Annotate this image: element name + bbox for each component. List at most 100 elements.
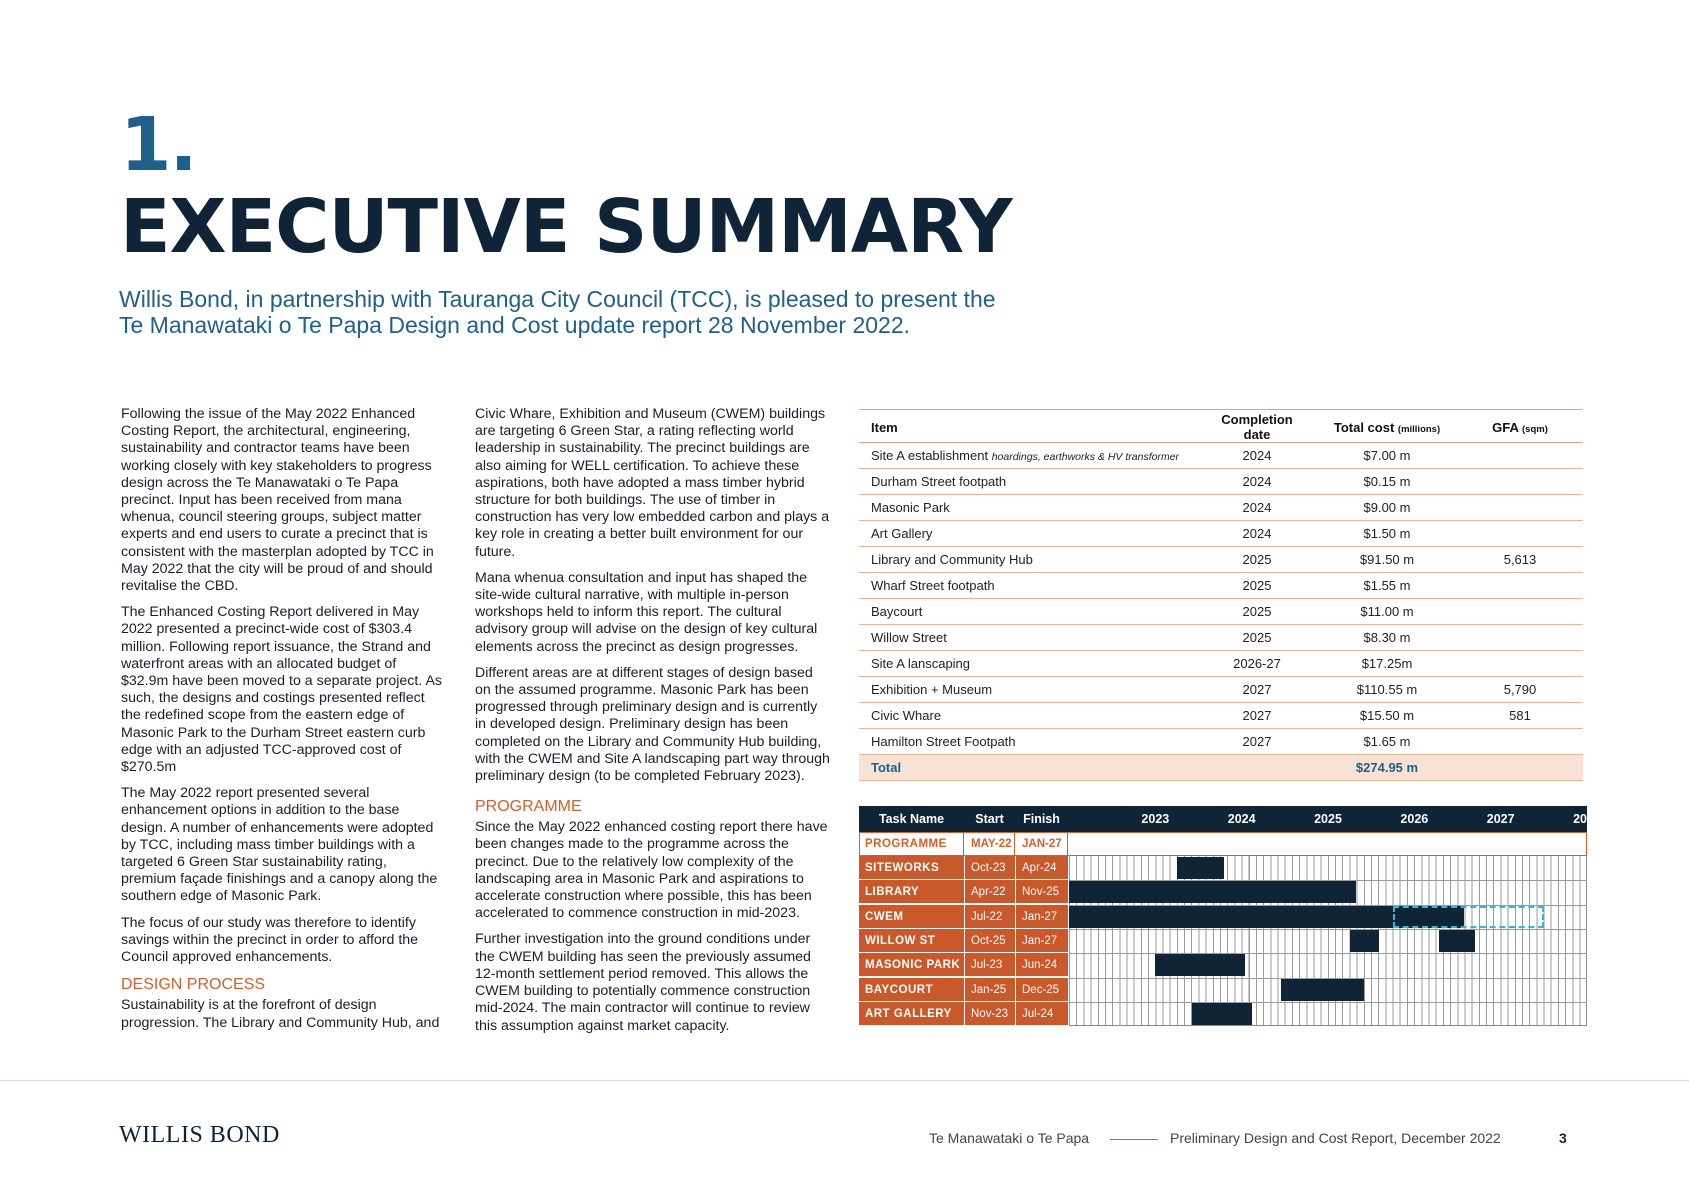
cost-gfa: [1457, 572, 1583, 599]
gantt-task-name: ART GALLERY: [859, 1001, 964, 1026]
cost-value: $8.30 m: [1317, 624, 1457, 651]
header-item: Item: [859, 409, 1197, 443]
cost-row: Wharf Street footpath 2025 $1.55 m: [859, 572, 1583, 599]
cost-item: Library and Community Hub: [859, 546, 1197, 573]
header-cost: Total cost (millions): [1317, 409, 1457, 443]
gantt-task-name: CWEM: [859, 904, 964, 929]
cost-value: $91.50 m: [1317, 546, 1457, 573]
cost-item: Hamilton Street Footpath: [859, 728, 1197, 755]
body-column-1: Following the issue of the May 2022 Enha…: [121, 406, 443, 1032]
gantt-track: [1069, 953, 1587, 977]
footer-divider: [0, 1080, 1689, 1081]
gantt-row: BAYCOURT Jan-25 Dec-25: [859, 977, 1587, 1002]
cost-value: $1.65 m: [1317, 728, 1457, 755]
paragraph: The May 2022 report presented several en…: [121, 785, 438, 905]
gantt-task-start: Oct-25: [964, 928, 1015, 953]
gantt-year-label: 2028: [1573, 812, 1601, 826]
gantt-task-finish: Apr-24: [1015, 856, 1068, 880]
cost-gfa: [1457, 494, 1583, 521]
cost-date: 2024: [1197, 494, 1317, 521]
gantt-track: [1069, 880, 1587, 904]
cost-item: Wharf Street footpath: [859, 572, 1197, 599]
paragraph: Sustainability is at the forefront of de…: [121, 997, 440, 1031]
cost-date: 2027: [1197, 676, 1317, 703]
cost-row: Civic Whare 2027 $15.50 m 581: [859, 702, 1583, 729]
paragraph: Civic Whare, Exhibition and Museum (CWEM…: [475, 406, 830, 560]
cost-gfa: [1457, 624, 1583, 651]
cost-gfa: 5,790: [1457, 676, 1583, 703]
cost-item: Willow Street: [859, 624, 1197, 651]
cost-row: Site A establishment hoardings, earthwor…: [859, 442, 1583, 469]
cost-value: $15.50 m: [1317, 702, 1457, 729]
gantt-task-start: Jul-22: [964, 904, 1015, 929]
gantt-task-name: PROGRAMME: [859, 832, 964, 856]
cost-item: Durham Street footpath: [859, 468, 1197, 495]
gantt-bar: [1176, 857, 1224, 879]
cost-gfa: [1457, 468, 1583, 495]
cost-row: Site A lanscaping 2026-27 $17.25m: [859, 650, 1583, 677]
heading-programme: PROGRAMME: [475, 798, 582, 816]
cost-item: Site A establishment hoardings, earthwor…: [859, 442, 1197, 469]
cost-item: Exhibition + Museum: [859, 676, 1197, 703]
cost-value: $11.00 m: [1317, 598, 1457, 625]
cost-value: $9.00 m: [1317, 494, 1457, 521]
programme-gantt-chart: Task Name Start Finish 2023 2024 2025 2026 2…: [859, 806, 1601, 1026]
cost-row: Hamilton Street Footpath 2027 $1.65 m: [859, 728, 1583, 755]
gantt-row: LIBRARY Apr-22 Nov-25: [859, 880, 1587, 905]
cost-gfa: [1457, 728, 1583, 755]
gantt-task-finish: Jan-27: [1015, 904, 1068, 929]
cost-value: $0.15 m: [1317, 468, 1457, 495]
gantt-task-finish: Jan-27: [1015, 928, 1068, 953]
gantt-header-task: Task Name: [878, 812, 945, 826]
programme-row-outline: [859, 832, 1587, 856]
cost-date: 2026-27: [1197, 650, 1317, 677]
cost-date: 2025: [1197, 572, 1317, 599]
gantt-task-start: Jul-23: [964, 953, 1015, 978]
willis-bond-logo: WILLIS BOND: [119, 1122, 280, 1148]
cost-item: Baycourt: [859, 598, 1197, 625]
cost-row: Masonic Park 2024 $9.00 m: [859, 494, 1583, 521]
footer-report: Preliminary Design and Cost Report, Dece…: [1170, 1130, 1501, 1146]
cost-item: Civic Whare: [859, 702, 1197, 729]
gantt-row-divider: [1069, 977, 1587, 979]
cost-gfa: 5,613: [1457, 546, 1583, 573]
cost-total-row: Total $274.95 m: [859, 754, 1583, 781]
gantt-row: WILLOW ST Oct-25 Jan-27: [859, 928, 1587, 953]
header-gfa: GFA (sqm): [1457, 409, 1583, 443]
gantt-track: [1069, 929, 1587, 953]
total-cost: $274.95 m: [1317, 754, 1457, 781]
gantt-row-divider: [1069, 1001, 1587, 1003]
section-number: 1.: [120, 102, 198, 188]
paragraph: Different areas are at different stages …: [475, 664, 830, 785]
cost-date: 2027: [1197, 702, 1317, 729]
cost-item: Site A lanscaping: [859, 650, 1197, 677]
gantt-year-label: 2027: [1486, 812, 1515, 826]
page-title: EXECUTIVE SUMMARY: [120, 184, 1013, 270]
gantt-task-finish: Nov-25: [1015, 880, 1068, 905]
gantt-header-start: Start: [975, 812, 1004, 826]
gantt-header: Task Name Start Finish 2023 2024 2025 2026 2…: [859, 806, 1601, 832]
cost-date: 2025: [1197, 546, 1317, 573]
gantt-row: MASONIC PARK Jul-23 Jun-24: [859, 953, 1587, 978]
footer-project: Te Manawataki o Te Papa: [929, 1130, 1090, 1146]
paragraph: Following the issue of the May 2022 Enha…: [121, 406, 434, 595]
paragraph: The focus of our study was therefore to …: [121, 914, 419, 966]
paragraph: Further investigation into the ground co…: [475, 931, 811, 1034]
gantt-task-finish: Jun-24: [1015, 953, 1068, 978]
cost-row: Willow Street 2025 $8.30 m: [859, 624, 1583, 651]
cost-table-header: Item Completion date Total cost (million…: [859, 409, 1583, 443]
cost-date: 2027: [1197, 728, 1317, 755]
cost-gfa: [1457, 520, 1583, 547]
gantt-track: [1069, 905, 1587, 929]
cost-row: Durham Street footpath 2024 $0.15 m: [859, 468, 1583, 495]
cost-value: $1.50 m: [1317, 520, 1457, 547]
cost-value: $110.55 m: [1317, 676, 1457, 703]
body-column-2: Civic Whare, Exhibition and Museum (CWEM…: [475, 406, 831, 1044]
gantt-task-start: Nov-23: [964, 1001, 1015, 1026]
paragraph: Since the May 2022 enhanced costing repo…: [475, 819, 828, 922]
gantt-task-name: SITEWORKS: [859, 856, 964, 880]
gantt-task-name: BAYCOURT: [859, 977, 964, 1002]
intro-line-2: Te Manawataki o Te Papa Design and Cost …: [119, 312, 911, 338]
paragraph: The Enhanced Costing Report delivered in…: [121, 604, 442, 776]
gantt-bar: [1281, 978, 1365, 1001]
